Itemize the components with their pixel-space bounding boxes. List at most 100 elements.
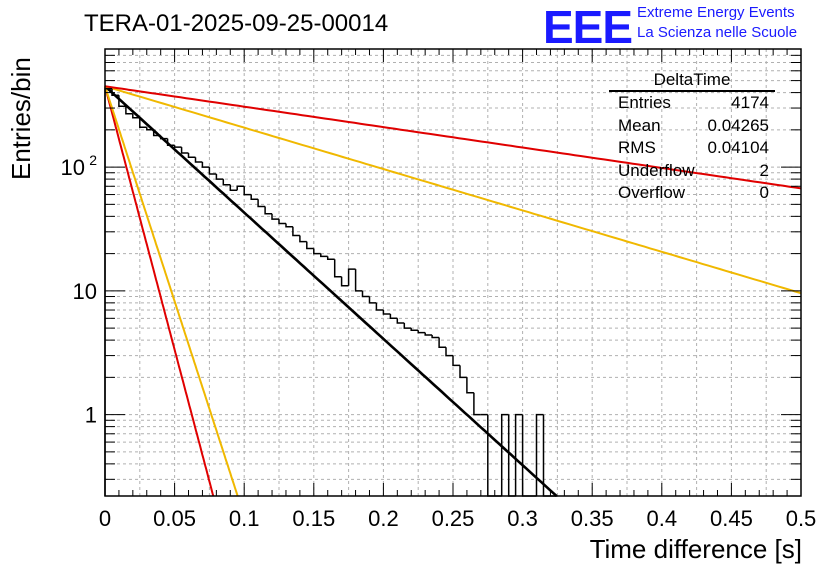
run-title: TERA-01-2025-09-25-00014 (84, 10, 389, 37)
stats-key: Underflow (618, 160, 695, 180)
histogram-bin (104, 87, 112, 496)
histogram-bin (375, 302, 384, 311)
histogram-bin (326, 256, 335, 261)
stats-value: 0 (759, 183, 769, 202)
histogram-bin (313, 248, 321, 255)
histogram-bin (271, 213, 279, 220)
stats-row: Mean 0.04265 (609, 115, 775, 138)
histogram-bin (208, 167, 217, 175)
histogram-bin (389, 314, 398, 320)
stats-key: Mean (618, 115, 661, 135)
histogram-bin (166, 138, 175, 147)
histogram-bin (229, 184, 238, 192)
histogram-bin (236, 185, 245, 191)
stats-value: 0.04265 (707, 115, 769, 135)
curve-band-red-steep (104, 86, 215, 497)
histogram-bin (459, 365, 467, 379)
histogram-bin (180, 147, 189, 154)
y-tick-label-exponent: 2 (89, 152, 97, 168)
x-tick-label: 0 (99, 506, 111, 531)
histogram-bin (173, 145, 182, 148)
histogram-bin (340, 276, 349, 287)
curve-band-red-shallow (104, 85, 802, 190)
histogram-bin (368, 296, 377, 304)
histogram-bin (146, 127, 154, 131)
histogram-bin (354, 269, 363, 292)
histogram-bin (194, 157, 203, 163)
histogram-bin (139, 117, 147, 128)
stats-key: RMS (618, 138, 656, 157)
curve-fit (104, 85, 558, 497)
histogram-bin (159, 135, 168, 140)
stats-key: Entries (618, 93, 671, 112)
y-tick-label: 10 (61, 155, 85, 180)
x-tick-label: 0.1 (229, 506, 260, 531)
histogram-bin (285, 223, 293, 228)
y-axis-label: Entries/bin (6, 57, 36, 180)
histogram-bin (403, 323, 412, 329)
stats-value: 0.04104 (707, 138, 769, 157)
stats-row: Overflow 0 (609, 182, 775, 205)
histogram-bin (500, 413, 509, 496)
histogram-bin (264, 206, 272, 215)
histogram-bin (473, 392, 481, 416)
histogram-bin (382, 310, 391, 315)
curve-band-yellow-steep (104, 85, 239, 497)
histogram-bin (292, 226, 300, 237)
stats-value: 2 (759, 160, 769, 180)
x-tick-label: 0.2 (368, 506, 399, 531)
x-tick-label: 0.05 (153, 506, 196, 531)
x-tick-label: 0.5 (786, 506, 817, 531)
histogram-bin (118, 95, 126, 108)
x-tick-label: 0.4 (647, 506, 678, 531)
stats-box: DeltaTime Entries 4174 Mean 0.04265 RMS 0.0… (609, 70, 775, 205)
stats-row: RMS 0.04104 (609, 137, 775, 160)
histogram-bin (320, 253, 328, 258)
x-axis-label: Time difference [s] (589, 534, 802, 564)
stats-row: Entries 4174 (609, 92, 775, 115)
histogram-bin (222, 179, 231, 186)
histogram-bin (201, 162, 210, 168)
y-tick-label: 1 (85, 403, 97, 428)
histogram-bin (514, 413, 523, 496)
histogram-bin (410, 328, 419, 332)
histogram-bin (250, 194, 259, 200)
histogram-bin (535, 413, 544, 496)
histogram-bin (299, 235, 307, 243)
stats-key: Overflow (618, 183, 686, 202)
histogram-bin (347, 268, 356, 286)
histogram-bin (396, 318, 405, 324)
x-tick-label: 0.25 (432, 506, 475, 531)
histogram-bin (152, 129, 161, 137)
histogram-bin (424, 332, 433, 336)
curve-band-yellow-shallow (104, 85, 802, 295)
grid-lines (105, 49, 801, 496)
fit-curves (104, 85, 802, 497)
histogram-bin (445, 347, 453, 357)
histogram-bin (215, 174, 224, 180)
x-tick-label: 0.35 (571, 506, 614, 531)
histogram-bin (125, 106, 133, 115)
histogram-bin (452, 355, 460, 367)
histogram-bin (257, 199, 266, 208)
y-tick-label: 10 (73, 279, 97, 304)
histogram-bin (417, 330, 426, 334)
histogram-bin (466, 377, 474, 394)
histogram-bin (132, 113, 140, 119)
histogram-bin (187, 153, 196, 159)
axis-tick-labels: 0 0.05 0.1 0.15 0.2 0.25 0.3 0.35 0.4 0.45 0.5 1 10 1… (61, 152, 817, 531)
histogram-bin (243, 186, 252, 196)
histogram-bin (431, 335, 440, 339)
stats-title: DeltaTime (609, 70, 775, 92)
stats-row: Underflow 2 (609, 160, 775, 183)
stats-value: 4174 (731, 93, 769, 112)
histogram-bin (278, 219, 286, 225)
eee-logo: EEE (543, 1, 633, 53)
histogram-bin (361, 290, 370, 298)
x-tick-label: 0.3 (507, 506, 538, 531)
logo-line-2: La Scienza nelle Scuole (637, 24, 798, 41)
histogram-bin (333, 259, 342, 278)
x-tick-label: 0.45 (710, 506, 753, 531)
x-tick-label: 0.15 (292, 506, 335, 531)
